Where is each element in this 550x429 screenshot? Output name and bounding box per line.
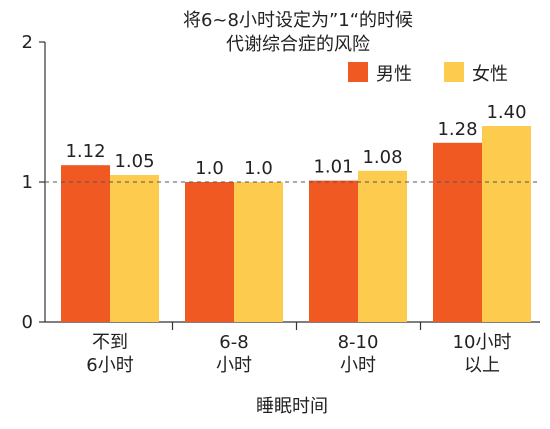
x-tick-label: 以上 <box>464 355 500 376</box>
data-label: 1.05 <box>114 151 154 172</box>
data-label: 1.40 <box>486 102 526 123</box>
x-tick-label: 小时 <box>216 355 252 376</box>
x-axis-label: 睡眠时间 <box>256 396 328 417</box>
data-label: 1.0 <box>195 158 224 179</box>
x-tick-label: 6-8 <box>219 332 248 353</box>
y-tick-label: 0 <box>22 312 33 333</box>
data-label: 1.08 <box>362 147 402 168</box>
x-tick-label: 不到 <box>92 332 128 353</box>
x-tick-label: 10小时 <box>453 332 512 353</box>
x-tick-label: 小时 <box>340 355 376 376</box>
bar-female <box>234 182 283 322</box>
data-label: 1.28 <box>437 119 477 140</box>
y-tick-label: 2 <box>22 32 33 53</box>
legend-label-male: 男性 <box>376 64 412 85</box>
bar-male <box>309 180 358 322</box>
chart-title-line-2: 代谢综合症的风险 <box>226 34 370 55</box>
legend-swatch-female <box>444 62 464 82</box>
chart-title: 将6~8小时设定为”1“的时候 代谢综合症的风险 <box>183 10 413 55</box>
bar-female <box>482 126 531 322</box>
x-tick-label: 6小时 <box>86 355 133 376</box>
y-tick-label: 1 <box>22 172 33 193</box>
x-tick-label: 8-10 <box>338 332 379 353</box>
legend-swatch-male <box>348 62 368 82</box>
legend-label-female: 女性 <box>472 64 508 85</box>
bar-male <box>185 182 234 322</box>
bar-male <box>433 142 482 322</box>
legend: 男性 女性 <box>348 62 508 85</box>
data-label: 1.0 <box>244 158 273 179</box>
bar-male <box>61 165 110 322</box>
bar-female <box>358 170 407 322</box>
data-label: 1.01 <box>313 157 353 178</box>
bar-female <box>110 175 159 322</box>
chart-title-line-1: 将6~8小时设定为”1“的时候 <box>183 10 413 31</box>
data-label: 1.12 <box>65 141 105 162</box>
